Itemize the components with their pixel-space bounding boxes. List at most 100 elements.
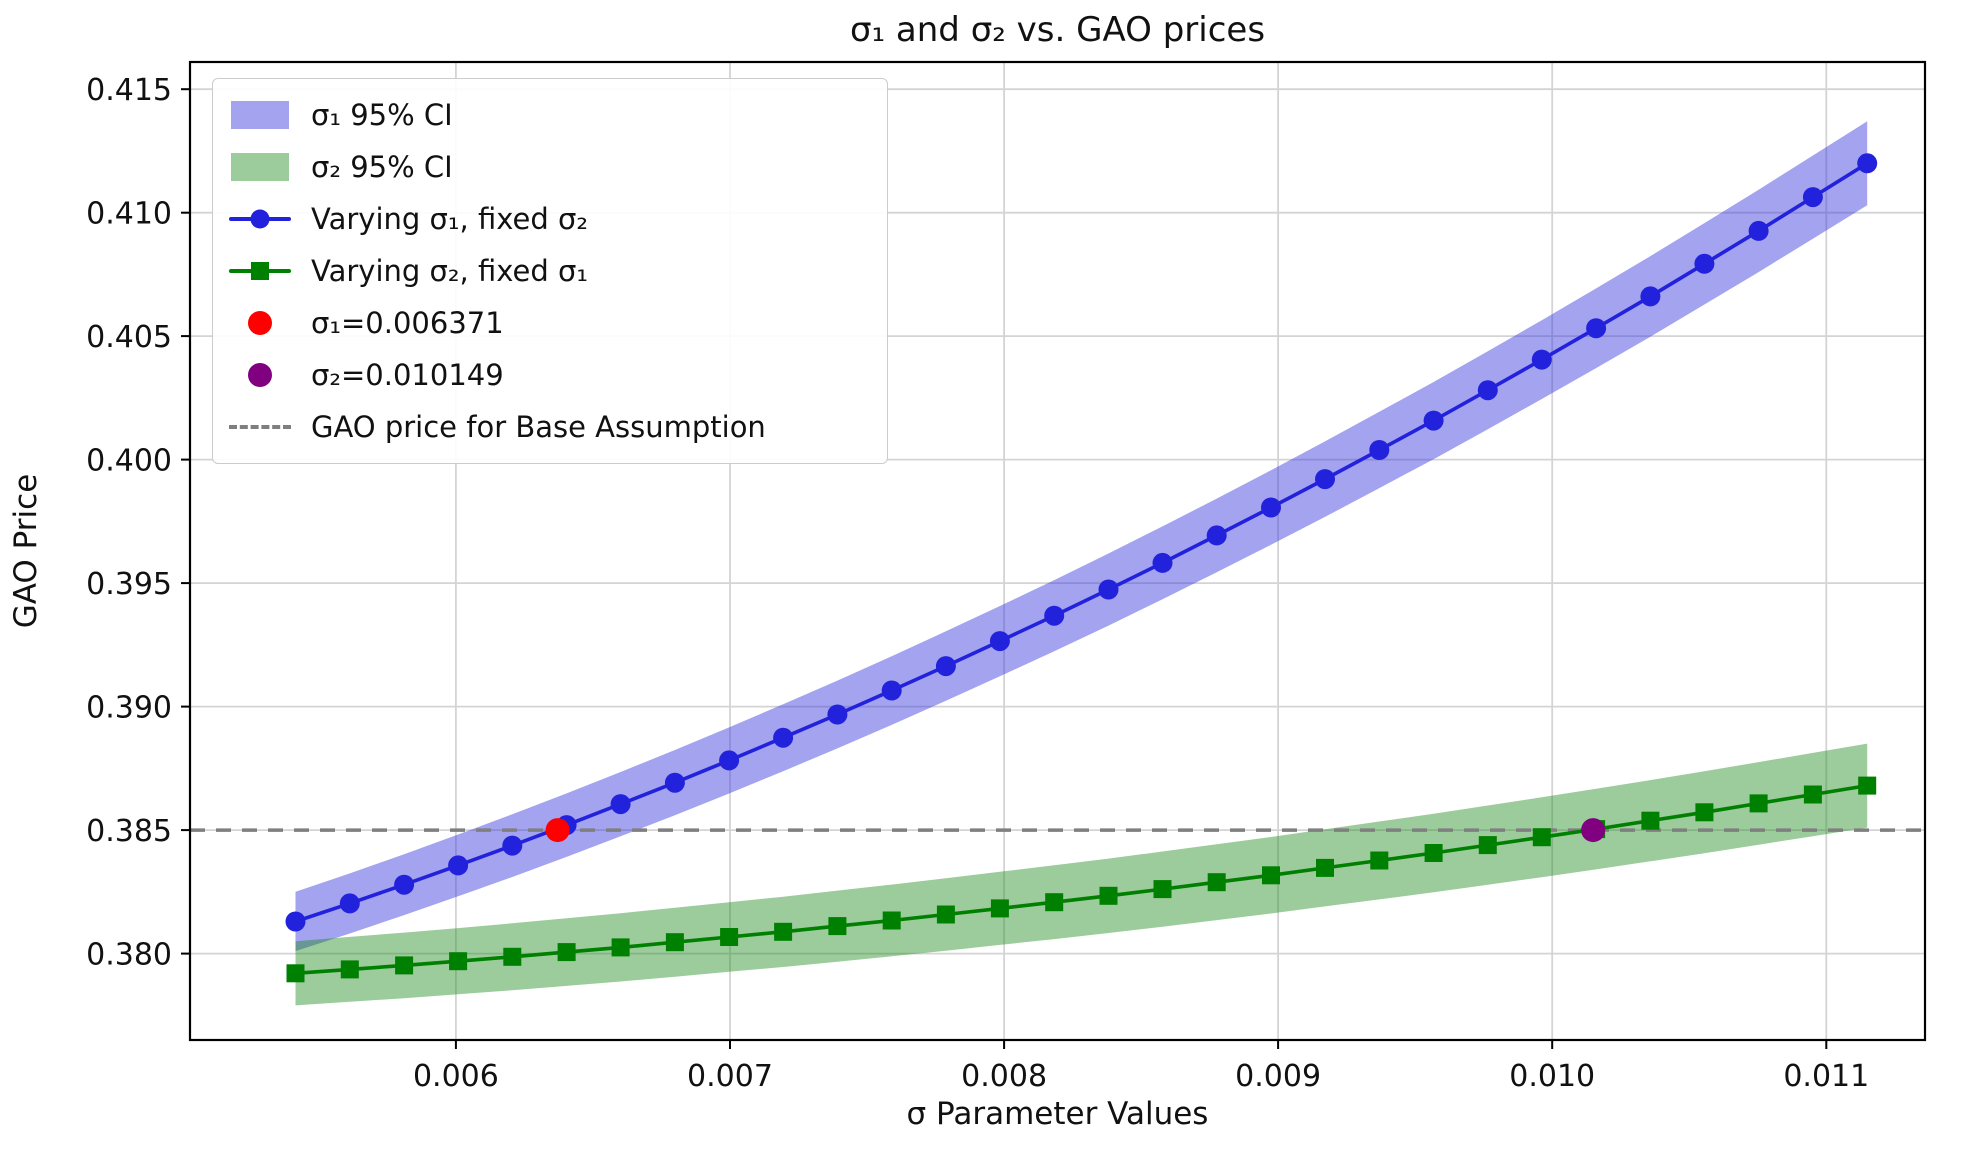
series-0-marker [394,874,415,895]
legend-swatch-dot [229,360,291,390]
series-0-marker [285,911,306,932]
series-0-marker [1315,469,1335,490]
series-1-marker [1045,893,1064,912]
series-0-marker [1477,380,1498,401]
series-0-marker [1748,220,1769,241]
legend-swatch-dot [229,308,291,338]
y-tick-label: 0.380 [86,938,172,973]
legend-item: σ₁ 95% CI [229,91,867,139]
axes-spines [188,60,1927,1042]
series-1-marker [1478,836,1497,855]
series-0-marker [1694,253,1715,274]
legend-item: GAO price for Base Assumption [229,403,867,451]
legend-item-label: σ₁=0.006371 [311,306,504,340]
series-0-marker [664,772,685,793]
x-tick-label: 0.009 [1235,1059,1321,1094]
x-axis-label: σ Parameter Values [906,1096,1209,1132]
highlight-point-1 [1581,818,1606,843]
series-1-marker [611,938,630,957]
y-tick-label: 0.410 [86,197,172,232]
series-0-marker [502,835,523,856]
series-0-marker [1044,605,1065,626]
series-1-marker [1207,873,1226,892]
y-tick-label: 0.415 [86,73,172,108]
series-1-marker [1316,858,1334,877]
series-0-marker [827,704,848,725]
series-0-marker [935,656,956,677]
chart-title: σ₁ and σ₂ vs. GAO prices [849,10,1266,50]
legend: σ₁ 95% CI σ₂ 95% CI Varying σ₁, fixed σ₂ Va… [212,78,888,464]
series-0-marker [1802,187,1823,208]
series-0-marker [773,727,794,748]
legend-item: σ₂=0.010149 [229,351,867,399]
series-0-marker [1152,552,1173,573]
legend-swatch-dashed [229,412,291,442]
series-1-marker [1532,828,1551,847]
series-1-marker [720,928,739,946]
series-0-marker [881,680,902,701]
y-tick-label: 0.395 [86,567,172,602]
series-0-marker [1640,286,1661,307]
legend-item: Varying σ₁, fixed σ₂ [229,195,867,243]
dashed-line-icon [229,425,291,429]
x-tick-label: 0.007 [687,1059,773,1094]
series-1-marker [1099,886,1118,905]
series-1-marker [340,960,359,979]
series-1-marker [449,952,468,971]
series-0-marker [1531,349,1552,370]
series-1-marker [1695,803,1714,822]
dot-marker-icon [248,311,272,335]
square-marker-icon [251,262,269,280]
legend-item-label: Varying σ₂, fixed σ₁ [311,254,588,288]
series-0-marker [1369,440,1390,460]
y-tick-label: 0.390 [86,691,172,726]
y-tick-label: 0.405 [86,320,172,355]
legend-item: Varying σ₂, fixed σ₁ [229,247,867,295]
dot-marker-icon [248,363,272,387]
legend-swatch-patch [229,152,291,182]
series-0-marker [448,855,469,876]
legend-item-label: σ₁ 95% CI [311,98,453,132]
y-tick-label: 0.400 [86,444,172,479]
x-tick-label: 0.010 [1509,1059,1595,1094]
series-1-marker [1153,880,1172,899]
x-tick-label: 0.008 [961,1059,1047,1094]
legend-item-label: σ₂=0.010149 [311,358,504,392]
series-1-marker [557,943,576,962]
series-1-marker [1262,866,1280,885]
series-1-marker [936,905,955,924]
legend-item-label: GAO price for Base Assumption [311,410,766,444]
series-0-marker [1206,525,1227,546]
series-0-marker [1857,153,1878,174]
series-1-marker [665,933,684,952]
highlight-point-0 [545,818,570,843]
ci-band-series-1 [295,743,1868,1006]
legend-item-label: σ₂ 95% CI [311,150,453,184]
series-1-marker [1803,785,1822,804]
series-0-marker [1098,579,1119,600]
x-tick-label: 0.011 [1783,1059,1869,1094]
legend-item: σ₁=0.006371 [229,299,867,347]
series-1-marker [286,964,305,983]
legend-swatch-patch [229,100,291,130]
series-1-marker [828,917,847,936]
series-0-marker [719,750,740,771]
series-1-marker [1749,794,1768,813]
circle-marker-icon [250,209,270,229]
series-1-marker [882,911,901,930]
series-1-marker [774,922,793,941]
series-1-marker [395,956,414,975]
series-0-marker [1586,318,1607,339]
series-0-marker [1423,410,1444,431]
series-0-marker [610,794,631,815]
series-1-marker [1370,851,1389,870]
series-1-marker [503,947,522,966]
y-axis-label: GAO Price [8,473,44,629]
series-1-marker [1641,811,1660,830]
series-1-marker [1858,776,1877,795]
series-0-marker [1261,497,1281,518]
legend-swatch-line-square [229,256,291,286]
series-1-marker [990,899,1009,918]
legend-item-label: Varying σ₁, fixed σ₂ [311,202,588,236]
